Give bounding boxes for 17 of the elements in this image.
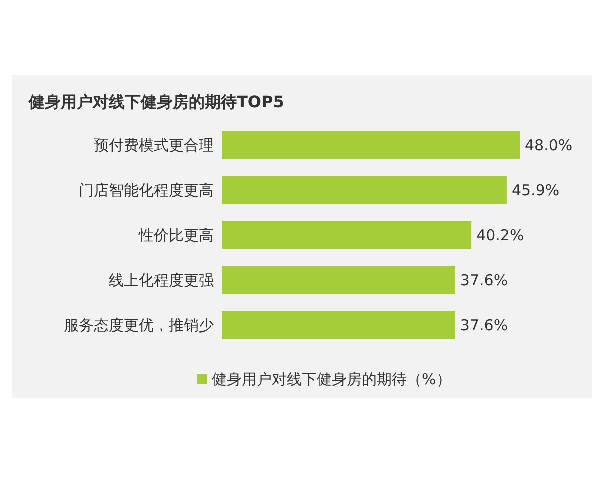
data-label: 40.2% xyxy=(476,226,524,244)
y-tick-label: 门店智能化程度更高 xyxy=(79,182,214,200)
y-tick-label: 服务态度更优，推销少 xyxy=(64,316,214,334)
y-tick-label: 线上化程度更强 xyxy=(109,272,214,290)
data-label: 37.6% xyxy=(460,316,508,334)
bar xyxy=(222,132,520,160)
data-label: 48.0% xyxy=(525,136,573,154)
data-label: 37.6% xyxy=(460,272,508,290)
bar xyxy=(222,266,456,294)
chart-title: 健身用户对线下健身房的期待TOP5 xyxy=(28,92,284,112)
y-tick-label: 性价比更高 xyxy=(138,226,214,244)
bar xyxy=(222,176,507,204)
data-label: 45.9% xyxy=(512,182,560,200)
bar xyxy=(222,222,472,250)
y-tick-label: 预付费模式更合理 xyxy=(94,136,214,154)
bar xyxy=(222,312,456,340)
legend-label: 健身用户对线下健身房的期待（%） xyxy=(212,370,452,388)
